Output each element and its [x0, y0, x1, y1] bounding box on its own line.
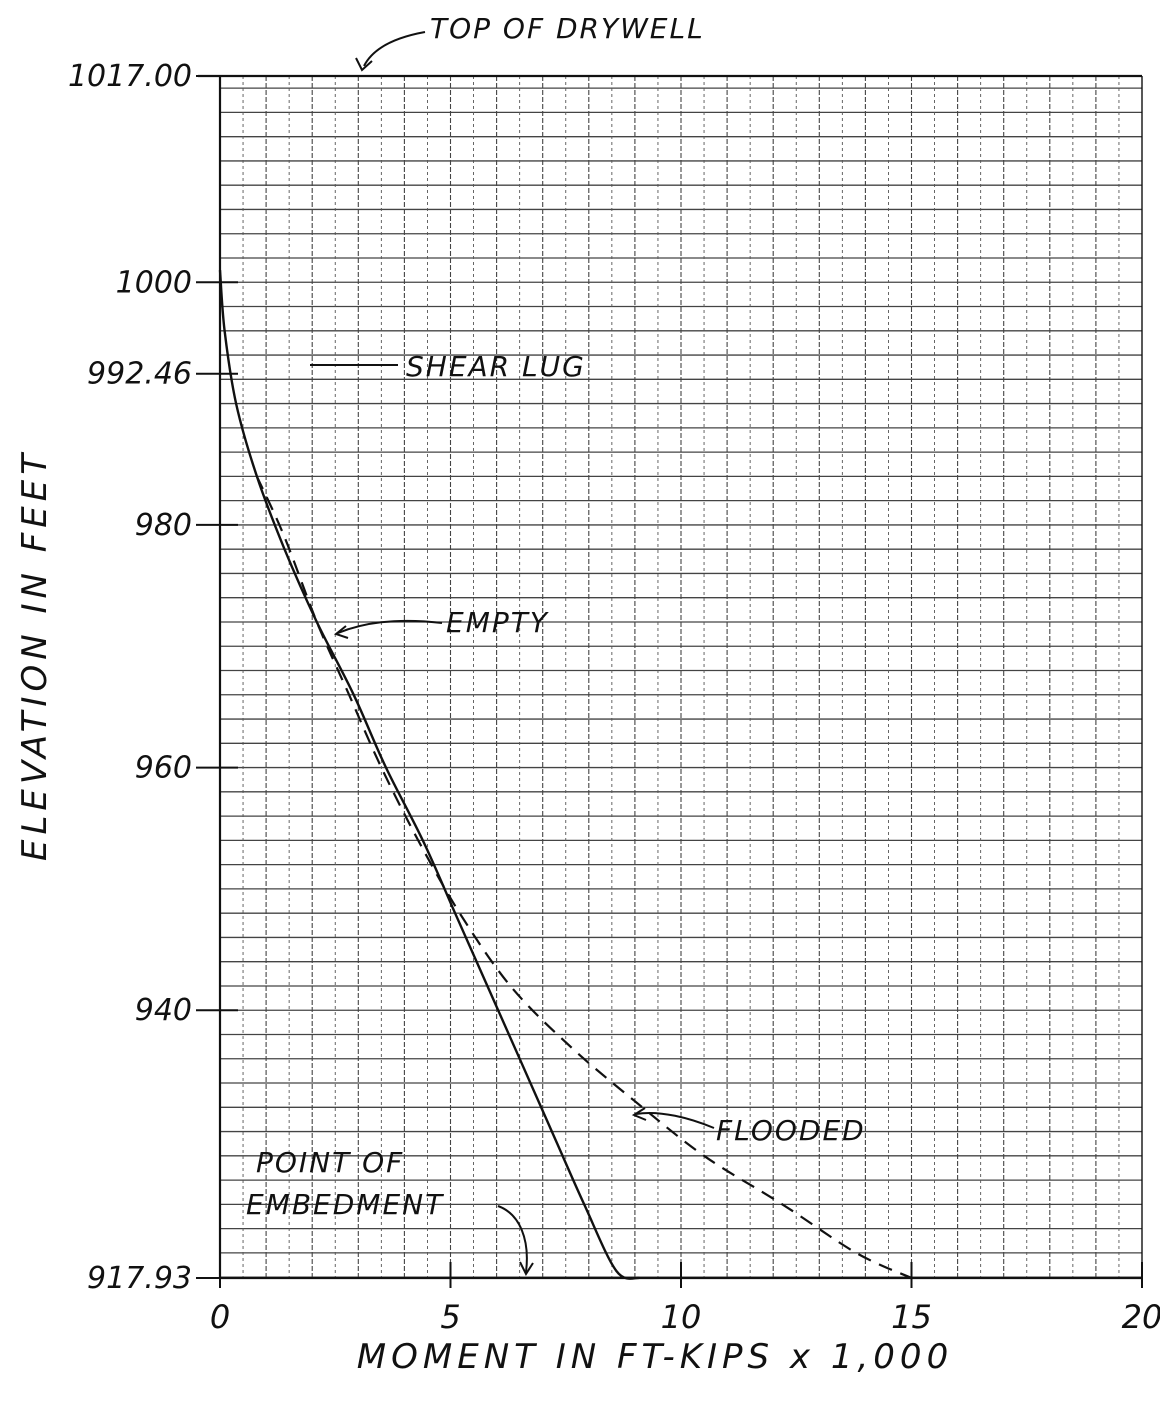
y-tick-label: 917.93 [87, 1261, 192, 1296]
y-tick-label: 1017.00 [68, 59, 192, 94]
x-tick-label: 0 [210, 1298, 230, 1336]
flooded-leader [635, 1111, 715, 1129]
top-of-drywell-leader [363, 31, 426, 67]
y-tick-label: 1000 [116, 265, 192, 300]
flooded-arrow [631, 1107, 647, 1121]
y-tick-label: 992.46 [87, 357, 192, 392]
x-tick-label: 15 [891, 1298, 932, 1336]
series [218, 270, 912, 1280]
series-flooded-line [255, 475, 912, 1280]
annotation-shear-lug: SHEAR LUG [406, 350, 586, 383]
top-of-drywell-arrow [355, 57, 373, 72]
annotation-empty: EMPTY [446, 606, 549, 639]
x-tick-label: 20 [1122, 1298, 1160, 1336]
y-tick-label: 960 [135, 751, 192, 786]
x-tick-label: 5 [440, 1298, 460, 1336]
annotation-embedment-line1: POINT OF [256, 1146, 404, 1179]
empty-arrow [333, 625, 349, 639]
annotation-embedment-line2: EMBEDMENT [246, 1188, 444, 1221]
annotations: TOP OF DRYWELL SHEAR LUG EMPTY FLOODED P… [246, 12, 866, 1277]
y-tick-label: 980 [135, 508, 192, 543]
embedment-leader [497, 1205, 528, 1273]
series-empty-line [218, 270, 640, 1280]
y-axis-title: ELEVATION IN FEET [15, 449, 55, 861]
ticks: 1017.00 1000 992.46 980 960 940 917.93 0 5 10 15 20 [68, 59, 1160, 1336]
annotation-flooded: FLOODED [716, 1114, 866, 1147]
annotation-top-of-drywell: TOP OF DRYWELL [430, 12, 705, 45]
x-axis-title: MOMENT IN FT-KIPS x 1,000 [357, 1337, 953, 1377]
y-tick-label: 940 [135, 993, 192, 1028]
x-tick-label: 10 [661, 1298, 702, 1336]
embedment-arrow [519, 1261, 534, 1277]
grid [220, 76, 1142, 1278]
axes [198, 74, 1143, 1280]
axis-labels: MOMENT IN FT-KIPS x 1,000 ELEVATION IN F… [15, 449, 953, 1377]
empty-leader [337, 619, 443, 634]
